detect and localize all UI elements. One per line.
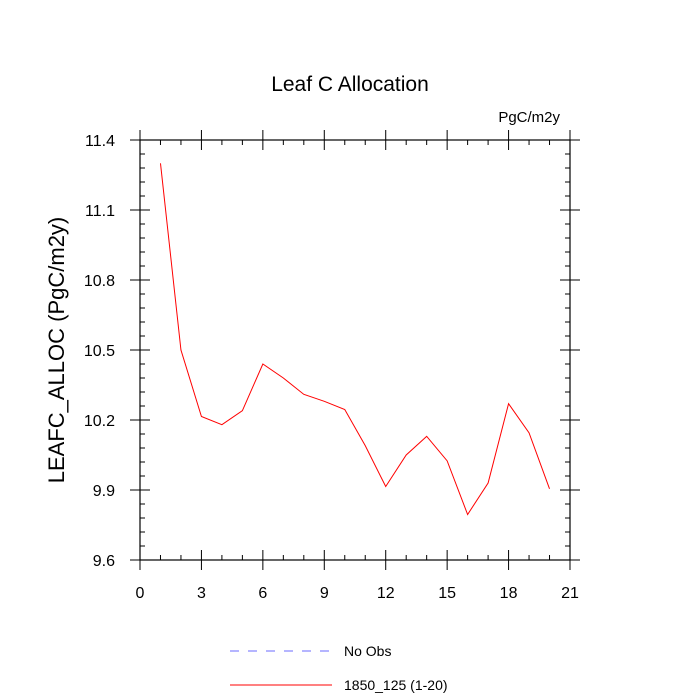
legend-label-1850-125: 1850_125 (1-20) <box>344 677 448 693</box>
minor-ticks <box>140 140 570 560</box>
x-tick-label: 6 <box>258 585 267 602</box>
series-group <box>159 163 550 516</box>
legend-label-no-obs: No Obs <box>344 643 391 659</box>
x-tick-label: 12 <box>377 585 395 602</box>
legend: No Obs 1850_125 (1-20) <box>230 643 448 693</box>
y-tick-label: 9.9 <box>93 483 115 500</box>
y-axis-label: LEAFC_ALLOC (PgC/m2y) <box>44 217 69 484</box>
y-tick-label: 10.2 <box>84 413 115 430</box>
x-tick-label: 0 <box>136 585 145 602</box>
x-tick-label: 3 <box>197 585 206 602</box>
plot-frame <box>139 139 571 561</box>
major-ticks <box>130 130 580 570</box>
x-tick-label: 15 <box>438 585 456 602</box>
x-tick-label: 21 <box>561 585 579 602</box>
series-line-1850-125 <box>159 163 550 516</box>
y-tick-labels: 9.6 9.9 10.2 10.5 10.8 11.1 11.4 <box>84 133 115 570</box>
y-tick-label: 10.5 <box>84 343 115 360</box>
chart-title: Leaf C Allocation <box>271 73 429 96</box>
x-tick-label: 9 <box>320 585 329 602</box>
y-tick-label: 10.8 <box>84 273 115 290</box>
y-tick-label: 11.1 <box>85 203 115 220</box>
y-tick-label: 9.6 <box>93 553 115 570</box>
x-tick-labels: 0 3 6 9 12 15 18 21 <box>136 585 579 602</box>
y-tick-label: 11.4 <box>85 133 115 150</box>
x-tick-label: 18 <box>500 585 518 602</box>
units-label: PgC/m2y <box>498 109 560 126</box>
